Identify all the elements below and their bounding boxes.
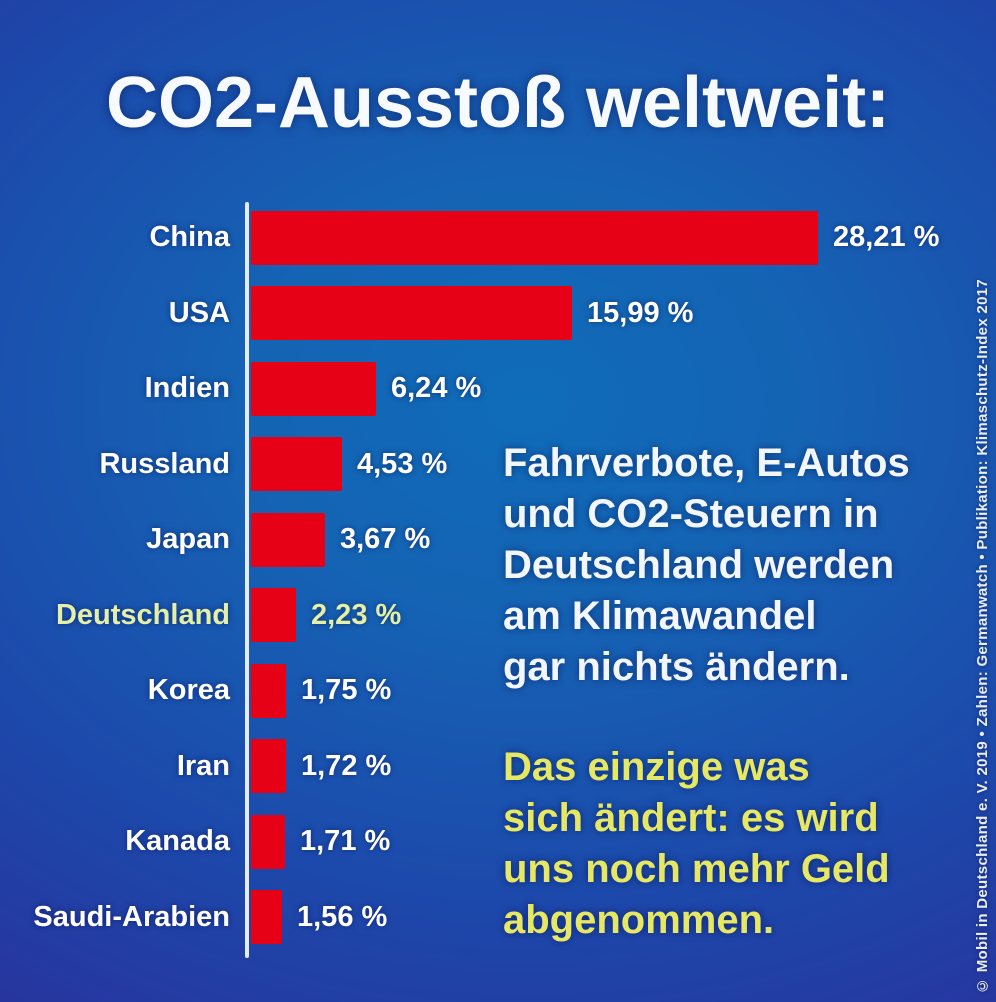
credit-vertical-text: © Mobil in Deutschland e. V. 2019 • Zahl… — [974, 278, 991, 994]
bar-area: 3,67 % — [251, 512, 996, 567]
bar-area: 1,56 % — [251, 890, 996, 945]
bar-area: 6,24 % — [251, 361, 996, 416]
bar-row: Deutschland 2,23 % — [0, 578, 996, 654]
bar — [251, 361, 376, 416]
bar-category-label: Korea — [147, 674, 230, 707]
bar-value-label: 4,53 % — [357, 447, 448, 480]
bar — [251, 512, 325, 567]
bar — [251, 663, 286, 718]
bar-area: 2,23 % — [251, 588, 996, 643]
bar-value-label: 1,71 % — [300, 825, 391, 858]
bar — [251, 286, 572, 341]
bar-area: 1,72 % — [251, 739, 996, 794]
bar-category-label: Iran — [176, 749, 230, 782]
bar-value-label: 2,23 % — [311, 598, 402, 631]
bar — [251, 588, 296, 643]
bar-chart: China 28,21 % USA 15,99 % Indien 6,24 % … — [0, 200, 996, 958]
bar-area: 1,75 % — [251, 663, 996, 718]
bar-value-label: 1,72 % — [301, 749, 392, 782]
bar — [251, 890, 282, 945]
bar-value-label: 6,24 % — [391, 372, 482, 405]
note-white-text: Fahrverbote, E-Autos und CO2-Steuern in … — [503, 441, 910, 689]
bar-area: 15,99 % — [251, 286, 996, 341]
chart-axis-line — [245, 202, 249, 958]
bar-row: China 28,21 % — [0, 200, 996, 276]
bar-row: Indien 6,24 % — [0, 351, 996, 427]
bar-row: USA 15,99 % — [0, 276, 996, 352]
bar-category-label: Saudi-Arabien — [33, 900, 230, 933]
bar-row: Saudi-Arabien 1,56 % — [0, 880, 996, 956]
page-title: CO2-Ausstoß weltweit: — [105, 63, 891, 143]
note-yellow-text: Das einzige was sich ändert: es wird uns… — [503, 745, 890, 942]
bar-row: Japan 3,67 % — [0, 502, 996, 578]
bar-value-label: 1,56 % — [297, 900, 388, 933]
bar-category-label: Deutschland — [55, 598, 230, 631]
bar-category-label: Indien — [144, 372, 230, 405]
bar-value-label: 3,67 % — [340, 523, 431, 556]
bar-row: Korea 1,75 % — [0, 653, 996, 729]
bar-area: 1,71 % — [251, 814, 996, 869]
bar-category-label: China — [149, 221, 230, 254]
bar — [251, 437, 342, 492]
bar — [251, 814, 285, 869]
bar-value-label: 15,99 % — [587, 296, 694, 329]
bar — [251, 210, 818, 265]
bar-row: Kanada 1,71 % — [0, 804, 996, 880]
bar-value-label: 1,75 % — [301, 674, 392, 707]
bar-category-label: Japan — [146, 523, 230, 556]
bar-row: Iran 1,72 % — [0, 729, 996, 805]
bar-category-label: Russland — [99, 447, 230, 480]
chart-rows: China 28,21 % USA 15,99 % Indien 6,24 % … — [0, 200, 996, 955]
bar-area: 28,21 % — [251, 210, 996, 265]
bar — [251, 739, 286, 794]
bar-category-label: Kanada — [125, 825, 230, 858]
bar-row: Russland 4,53 % — [0, 427, 996, 503]
bar-category-label: USA — [168, 296, 230, 329]
bar-area: 4,53 % — [251, 437, 996, 492]
bar-value-label: 28,21 % — [833, 221, 940, 254]
